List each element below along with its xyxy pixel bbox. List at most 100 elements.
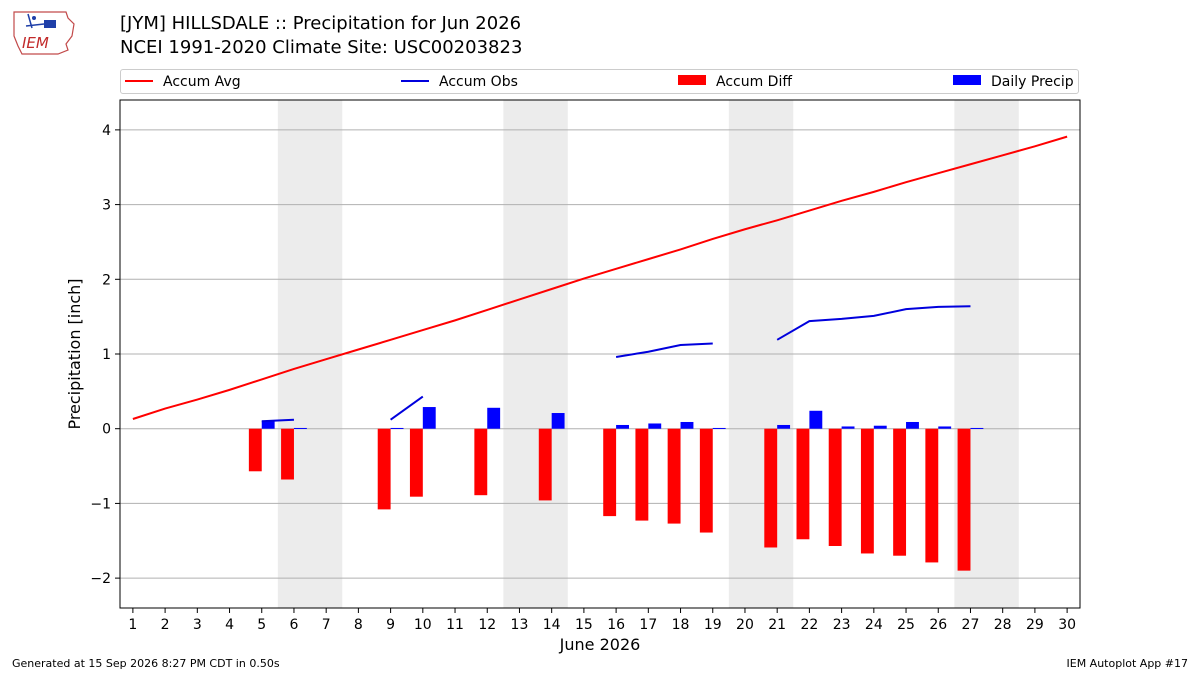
legend-label-daily-precip: Daily Precip (991, 74, 1074, 90)
accum-diff-bar (796, 428, 810, 540)
x-tick-label: 30 (1058, 617, 1076, 633)
x-tick-label: 18 (672, 617, 690, 633)
chart-title: [JYM] HILLSDALE :: Precipitation for Jun… (120, 12, 522, 60)
daily-precip-bar (712, 427, 726, 429)
accum-diff-bar (667, 428, 681, 524)
daily-precip-bar (551, 413, 565, 429)
accum-diff-bar (635, 428, 649, 521)
x-tick-label: 12 (478, 617, 496, 633)
y-tick-label: 2 (102, 272, 111, 288)
legend-swatch-daily-precip (953, 75, 981, 85)
x-tick-label: 15 (575, 617, 593, 633)
x-tick-label: 24 (865, 617, 883, 633)
iem-logo: IEM (8, 6, 80, 58)
footer-generated: Generated at 15 Sep 2026 8:27 PM CDT in … (12, 657, 280, 670)
accum-diff-bar (538, 428, 552, 501)
legend-label-accum-diff: Accum Diff (716, 74, 793, 90)
x-tick-label: 29 (1026, 617, 1044, 633)
x-tick-label: 9 (386, 617, 395, 633)
accum-diff-bar (409, 428, 423, 497)
x-tick-label: 2 (161, 617, 170, 633)
legend-swatch-accum-obs (401, 80, 429, 82)
accum-diff-bar (764, 428, 778, 548)
lines (132, 135, 1068, 423)
accum-diff-bar (860, 428, 874, 554)
title-line-1: [JYM] HILLSDALE :: Precipitation for Jun… (120, 13, 522, 34)
y-tick-label: 3 (102, 198, 111, 214)
legend-label-accum-avg: Accum Avg (163, 74, 241, 90)
legend-swatch-accum-avg (125, 80, 153, 82)
x-tick-label: 6 (289, 617, 298, 633)
x-tick-label: 10 (414, 617, 432, 633)
accum-diff-bar (474, 428, 488, 496)
daily-precip-bar (261, 421, 275, 429)
x-tick-label: 3 (193, 617, 202, 633)
x-tick-label: 1 (128, 617, 137, 633)
accum-diff-bar (925, 428, 939, 563)
daily-precip-bar (938, 426, 952, 429)
x-axis-label: June 2026 (559, 635, 641, 654)
footer-app: IEM Autoplot App #17 (1066, 657, 1189, 670)
bars (248, 407, 984, 571)
daily-precip-bar (680, 421, 694, 429)
accum-diff-bar (377, 428, 391, 510)
x-tick-label: 14 (543, 617, 561, 633)
legend-swatch-accum-diff (678, 75, 706, 85)
daily-precip-bar (906, 421, 919, 429)
x-tick-label: 16 (607, 617, 625, 633)
x-tick-label: 11 (446, 617, 464, 633)
accum-obs-line (776, 305, 971, 341)
x-tick-label: 8 (354, 617, 363, 633)
y-tick-label: −1 (90, 496, 111, 512)
accum-diff-bar (828, 428, 842, 546)
x-tick-label: 13 (511, 617, 529, 633)
daily-precip-bar (873, 425, 887, 429)
daily-precip-bar (487, 407, 501, 429)
x-tick-label: 26 (929, 617, 947, 633)
legend-item-accum-diff: Accum Diff (678, 73, 792, 91)
x-tick-label: 25 (897, 617, 915, 633)
daily-precip-bar (616, 424, 629, 429)
grid-lines (120, 129, 1080, 579)
x-tick-label: 19 (704, 617, 722, 633)
daily-precip-bar (648, 423, 662, 429)
accum-obs-line (261, 418, 295, 423)
y-axis-label: Precipitation [inch] (65, 278, 84, 429)
accum-diff-bar (281, 428, 294, 480)
accum-diff-bar (699, 428, 713, 533)
daily-precip-bar (970, 427, 984, 429)
x-tick-label: 21 (768, 617, 786, 633)
accum-obs-line (615, 342, 713, 358)
daily-precip-bar (841, 426, 855, 429)
chart-legend: Accum Avg Accum Obs Accum Diff Daily Pre… (120, 69, 1079, 94)
accum-diff-bar (248, 428, 262, 472)
legend-item-daily-precip: Daily Precip (953, 73, 1074, 91)
x-tick-label: 23 (833, 617, 851, 633)
legend-item-accum-avg: Accum Avg (125, 73, 241, 91)
y-tick-label: 1 (102, 347, 111, 363)
x-tick-label: 20 (736, 617, 754, 633)
daily-precip-bar (777, 424, 791, 429)
daily-precip-bar (422, 407, 436, 429)
y-tick-label: −2 (90, 571, 111, 587)
y-tick-label: 0 (102, 422, 111, 438)
logo-text: IEM (22, 34, 49, 52)
daily-precip-bar (293, 427, 307, 429)
accum-diff-bar (603, 428, 617, 517)
x-tick-label: 4 (225, 617, 234, 633)
x-tick-label: 7 (322, 617, 331, 633)
title-line-2: NCEI 1991-2020 Climate Site: USC00203823 (120, 37, 523, 58)
legend-label-accum-obs: Accum Obs (439, 74, 518, 90)
y-tick-label: 4 (102, 123, 111, 139)
legend-item-accum-obs: Accum Obs (401, 73, 518, 91)
daily-precip-bar (390, 427, 404, 429)
accum-diff-bar (957, 428, 971, 571)
x-tick-label: 5 (257, 617, 266, 633)
x-tick-label: 28 (994, 617, 1012, 633)
daily-precip-bar (809, 410, 823, 429)
accum-avg-line (132, 135, 1068, 420)
x-tick-label: 27 (962, 617, 980, 633)
accum-diff-bar (893, 428, 907, 556)
